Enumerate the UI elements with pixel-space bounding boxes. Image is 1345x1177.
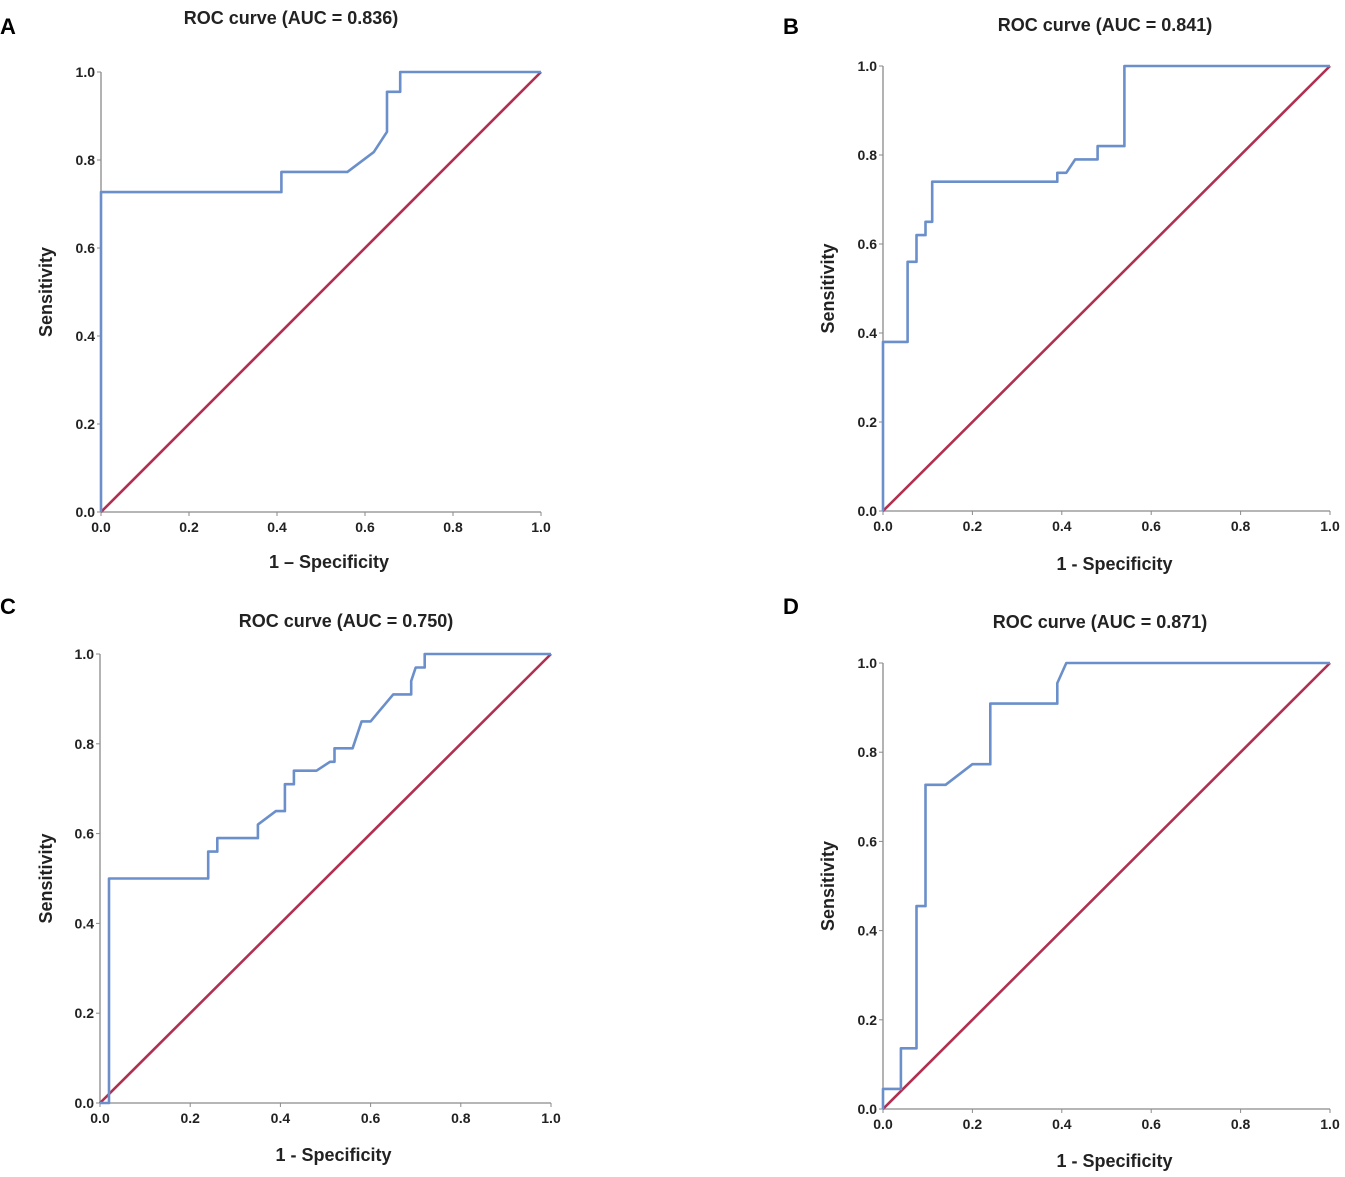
x-tick-label: 1.0 xyxy=(541,1110,561,1126)
x-tick-label: 0.8 xyxy=(1231,518,1251,534)
y-tick-label: 0.8 xyxy=(76,152,96,168)
reference-line xyxy=(100,71,542,513)
y-axis-label: Sensitivity xyxy=(818,243,838,333)
y-axis-label: Sensitivity xyxy=(818,841,838,931)
chart-title: ROC curve (AUC = 0.750) xyxy=(239,611,454,631)
x-tick-label: 0.8 xyxy=(443,519,463,535)
y-tick-label: 0.4 xyxy=(75,915,95,931)
panel-a: A ROC curve (AUC = 0.836) 0.0 0.2 0.4 0.6 0.8 1… xyxy=(0,8,551,572)
roc-curve xyxy=(99,70,541,512)
x-tick-label: 0.6 xyxy=(361,1110,381,1126)
y-tick-label: 1.0 xyxy=(76,64,96,80)
y-tick-label: 0.4 xyxy=(858,325,878,341)
x-tick-label: 0.0 xyxy=(91,519,111,535)
y-tick-label: 0.8 xyxy=(75,736,95,752)
x-tick-label: 0.8 xyxy=(1231,1116,1251,1132)
x-tick-label: 1.0 xyxy=(1320,518,1340,534)
y-tick-label: 0.2 xyxy=(75,1005,95,1021)
y-tick-label: 1.0 xyxy=(75,646,95,662)
x-tick-label: 0.2 xyxy=(179,519,199,535)
x-axis-label: 1 - Specificity xyxy=(1056,1151,1172,1171)
panel-c: C ROC curve (AUC = 0.750) 0.0 0.2 0.4 0.6 0.8 1… xyxy=(0,594,561,1165)
x-tick-label: 1.0 xyxy=(1320,1116,1340,1132)
y-tick-label: 0.2 xyxy=(858,1012,878,1028)
y-tick-label: 0.4 xyxy=(76,328,96,344)
reference-line xyxy=(882,662,1331,1110)
x-tick-label: 0.4 xyxy=(1052,518,1072,534)
roc-curve xyxy=(881,661,1330,1109)
y-tick-label: 0.0 xyxy=(75,1095,95,1111)
panel-d: D ROC curve (AUC = 0.871) 0.0 0.2 0.4 0.6 0.8 1… xyxy=(783,594,1340,1171)
y-tick-label: 0.0 xyxy=(858,503,878,519)
x-axis-label: 1 - Specificity xyxy=(275,1145,391,1165)
y-tick-label: 0.4 xyxy=(858,923,878,939)
chart-title: ROC curve (AUC = 0.836) xyxy=(184,8,399,28)
x-tick-label: 0.6 xyxy=(1141,1116,1161,1132)
x-tick-label: 0.0 xyxy=(873,1116,893,1132)
roc-curve xyxy=(100,652,551,1105)
y-tick-label: 1.0 xyxy=(858,655,878,671)
x-tick-label: 0.6 xyxy=(1141,518,1161,534)
panel-letter: A xyxy=(0,14,16,39)
y-tick-label: 0.6 xyxy=(76,240,96,256)
x-tick-label: 0.4 xyxy=(271,1110,291,1126)
x-tick-label: 1.0 xyxy=(531,519,551,535)
chart-title: ROC curve (AUC = 0.841) xyxy=(998,15,1213,35)
y-axis-label: Sensitivity xyxy=(36,247,56,337)
y-tick-label: 0.0 xyxy=(858,1101,878,1117)
panel-letter: C xyxy=(0,594,16,619)
x-tick-label: 0.4 xyxy=(1052,1116,1072,1132)
y-tick-label: 0.6 xyxy=(858,833,878,849)
y-tick-label: 0.8 xyxy=(858,147,878,163)
reference-line xyxy=(882,65,1331,512)
y-tick-label: 0.6 xyxy=(75,826,95,842)
y-tick-label: 0.2 xyxy=(76,416,96,432)
panel-b: B ROC curve (AUC = 0.841) 0.0 0.2 0.4 0.6 0.8 1… xyxy=(783,14,1340,574)
y-tick-label: 1.0 xyxy=(858,58,878,74)
x-tick-label: 0.2 xyxy=(963,1116,983,1132)
y-tick-label: 0.0 xyxy=(76,504,96,520)
chart-title: ROC curve (AUC = 0.871) xyxy=(993,612,1208,632)
y-tick-label: 0.2 xyxy=(858,414,878,430)
x-tick-label: 0.0 xyxy=(873,518,893,534)
x-axis-label: 1 – Specificity xyxy=(269,552,389,572)
x-tick-label: 0.2 xyxy=(963,518,983,534)
x-axis-label: 1 - Specificity xyxy=(1056,554,1172,574)
y-tick-label: 0.8 xyxy=(858,744,878,760)
x-tick-label: 0.0 xyxy=(90,1110,110,1126)
x-tick-label: 0.8 xyxy=(451,1110,471,1126)
x-tick-label: 0.2 xyxy=(180,1110,200,1126)
x-tick-label: 0.4 xyxy=(267,519,287,535)
reference-line xyxy=(99,653,552,1104)
x-tick-label: 0.6 xyxy=(355,519,375,535)
y-axis-label: Sensitivity xyxy=(36,833,56,923)
y-tick-label: 0.6 xyxy=(858,236,878,252)
roc-curve xyxy=(881,64,1330,511)
panel-letter: B xyxy=(783,14,799,39)
panel-letter: D xyxy=(783,594,799,619)
